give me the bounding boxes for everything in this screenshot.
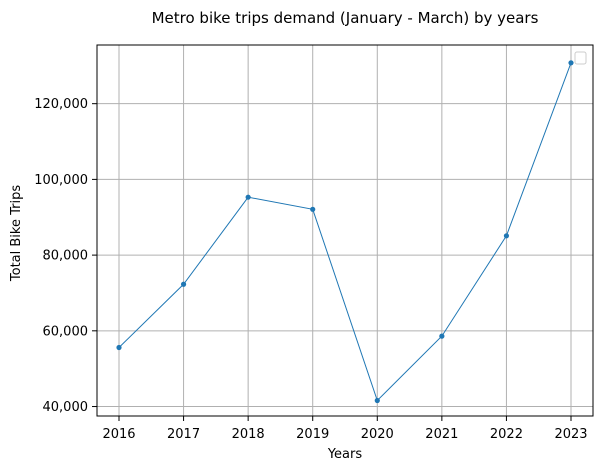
y-tick-label: 120,000 (34, 97, 88, 112)
data-point (245, 194, 251, 200)
y-tick-label: 60,000 (43, 324, 89, 339)
data-point (310, 206, 316, 212)
y-tick-label: 40,000 (43, 400, 89, 415)
data-point (503, 233, 510, 239)
x-tick-label: 2019 (296, 427, 329, 442)
series-line (118, 62, 572, 402)
data-point (439, 333, 445, 339)
data-point (568, 60, 574, 66)
x-tick-label: 2023 (554, 427, 587, 442)
x-axis-label: Years (327, 447, 363, 462)
legend-box (574, 51, 587, 65)
data-point (180, 281, 187, 287)
y-tick-label: 80,000 (43, 249, 89, 264)
data-point (116, 344, 122, 351)
y-tick-label: 100,000 (34, 173, 88, 188)
grid (97, 45, 593, 416)
plot-frame (96, 44, 594, 417)
x-tick-label: 2018 (232, 427, 265, 442)
y-axis: 40,000 60,000 80,000 100,000 120,000 (34, 97, 97, 415)
chart-title: Metro bike trips demand (January - March… (152, 9, 539, 27)
series-layer (116, 60, 574, 404)
x-axis: 2016 2017 2018 2019 2020 2021 2022 2023 (102, 416, 588, 442)
x-tick-label: 2016 (102, 427, 135, 442)
x-tick-label: 2021 (425, 427, 458, 442)
y-axis-label: Total Bike Trips (9, 185, 24, 282)
data-point (374, 397, 380, 404)
x-tick-label: 2020 (361, 427, 394, 442)
x-tick-label: 2017 (167, 427, 200, 442)
x-tick-label: 2022 (490, 427, 523, 442)
